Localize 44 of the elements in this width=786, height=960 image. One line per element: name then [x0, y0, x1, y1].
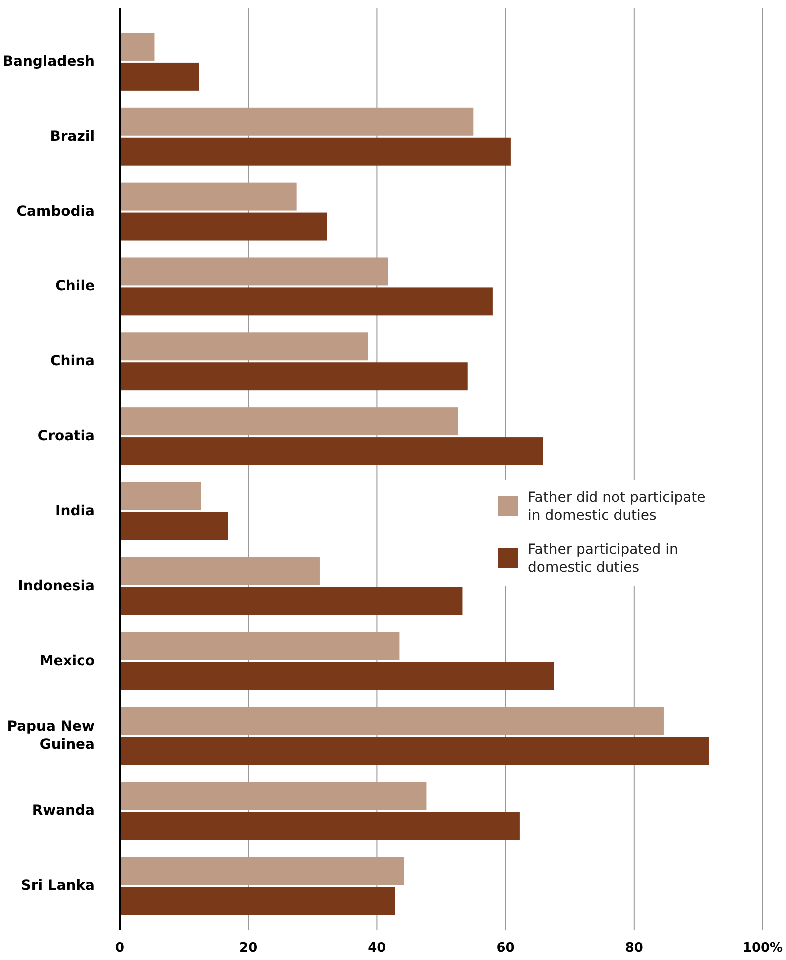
bar — [120, 782, 427, 810]
y-tick-label: Mexico — [40, 653, 96, 670]
y-tick-label: Bangladesh — [2, 54, 95, 70]
bar — [120, 108, 474, 136]
y-tick-label: China — [50, 353, 95, 370]
bar — [120, 362, 468, 391]
y-tick-label: Chile — [56, 278, 95, 295]
x-tick-label: 100% — [742, 941, 784, 956]
bar — [120, 557, 320, 586]
x-tick-label: 80 — [625, 941, 644, 956]
bar — [120, 62, 200, 91]
bar — [120, 482, 202, 510]
bar — [120, 707, 664, 736]
bar — [120, 438, 544, 466]
bar — [120, 288, 493, 316]
legend-label: Father participated in domestic duties — [528, 542, 678, 576]
bar — [120, 737, 709, 766]
legend-label: Father did not participate in domestic duties — [528, 490, 706, 524]
bar — [120, 512, 228, 540]
x-tick-label: 20 — [240, 941, 258, 956]
y-tick-label: India — [56, 503, 95, 520]
bar — [120, 887, 396, 916]
bar — [120, 587, 463, 616]
bar — [120, 408, 458, 436]
y-tick-label: Indonesia — [18, 578, 95, 594]
x-tick-label: 40 — [368, 941, 386, 956]
bar — [120, 182, 297, 211]
y-tick-label: Croatia — [38, 428, 95, 444]
bar — [120, 138, 511, 166]
bar — [120, 857, 404, 886]
y-tick-label: Papua New Guinea — [7, 719, 96, 754]
bar — [120, 32, 155, 61]
x-tick-label: 60 — [496, 941, 515, 956]
bar — [120, 212, 328, 241]
bar — [120, 332, 368, 361]
y-tick-label: Sri Lanka — [21, 878, 95, 894]
y-tick-label: Brazil — [50, 128, 95, 145]
bar — [120, 258, 388, 286]
bar — [120, 812, 520, 840]
y-tick-label: Rwanda — [32, 802, 95, 819]
bar — [120, 632, 400, 660]
y-tick-label: Cambodia — [16, 204, 95, 220]
bar — [120, 662, 554, 690]
x-tick-label: 0 — [115, 941, 125, 956]
